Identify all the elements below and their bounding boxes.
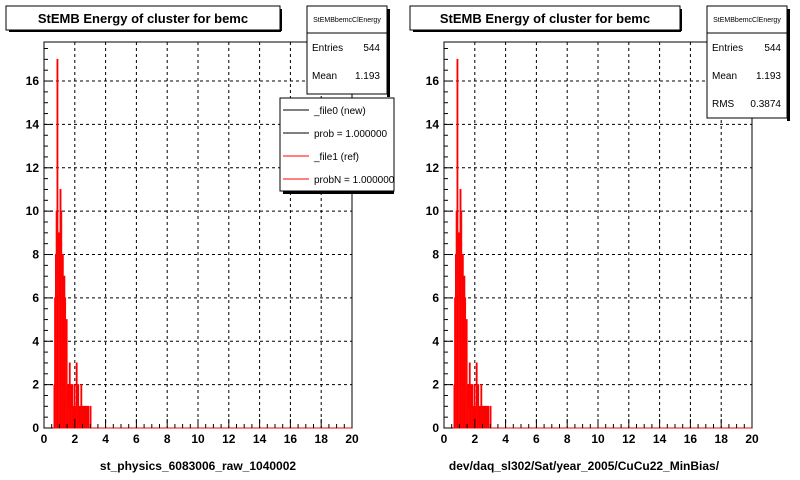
left-stats-name: StEMBbemcClEnergy (313, 17, 381, 24)
right-x-axis-label: dev/daq_sl302/Sat/year_2005/CuCu22_MinBi… (449, 459, 720, 473)
legend: _file0 (new) prob = 1.000000 _file1 (ref… (279, 97, 395, 194)
left-stats-mean-value: 1.193 (355, 71, 380, 82)
left-y-tick-label: 16 (26, 74, 40, 88)
right-x-tick-label: 8 (564, 432, 571, 446)
right-stats-rms-value: 0.3874 (750, 99, 781, 110)
legend-entry-new: _file0 (new) (283, 106, 366, 117)
right-y-tick-label: 0 (432, 421, 439, 435)
right-x-tick-label: 6 (533, 432, 540, 446)
left-y-tick-label: 4 (32, 334, 39, 348)
left-x-axis-label: st_physics_6083006_raw_1040002 (100, 459, 296, 473)
right-y-tick-label: 10 (426, 204, 440, 218)
right-stats-mean-label: Mean (712, 71, 737, 82)
right-x-tick-label: 0 (441, 432, 448, 446)
left-y-tick-label: 10 (26, 204, 40, 218)
right-x-tick-label: 18 (715, 432, 729, 446)
right-chart-pad: 0 2 4 6 8 10 12 14 16 18 20 0 2 4 6 8 10 12 14 16 dev/daq_… (409, 5, 790, 473)
right-stats-box: StEMBbemcClEnergy Entries 544 Mean 1.193… (706, 5, 790, 121)
left-y-axis: 0 2 4 6 8 10 12 14 16 (26, 48, 53, 435)
left-x-tick-label: 2 (71, 432, 78, 446)
left-y-tick-label: 8 (32, 248, 39, 262)
left-x-tick-label: 6 (133, 432, 140, 446)
left-y-tick-label: 0 (32, 421, 39, 435)
legend-label-new: _file0 (new) (313, 106, 366, 117)
left-chart-title: StEMB Energy of cluster for bemc (38, 11, 248, 26)
right-stats-rms-label: RMS (712, 99, 735, 110)
left-y-tick-label: 14 (26, 117, 40, 131)
legend-label-prob: prob = 1.000000 (314, 129, 388, 140)
right-y-tick-label: 8 (432, 248, 439, 262)
left-y-tick-label: 2 (32, 378, 39, 392)
right-grid (444, 42, 752, 428)
left-x-tick-label: 10 (191, 432, 205, 446)
legend-entry-ref: _file1 (ref) (283, 152, 359, 163)
right-title-box: StEMB Energy of cluster for bemc (409, 5, 682, 32)
right-histogram (444, 58, 752, 429)
left-x-tick-label: 12 (222, 432, 236, 446)
left-stats-entries-value: 544 (363, 43, 380, 54)
left-histogram (44, 58, 352, 429)
right-x-tick-label: 4 (502, 432, 509, 446)
right-x-tick-label: 16 (684, 432, 698, 446)
right-y-tick-label: 12 (426, 161, 440, 175)
right-y-tick-label: 4 (432, 334, 439, 348)
right-stats-mean-value: 1.193 (756, 71, 781, 82)
left-grid (44, 42, 352, 428)
right-y-tick-label: 14 (426, 117, 440, 131)
legend-entry-prob: prob = 1.000000 (283, 129, 388, 140)
right-x-tick-label: 2 (471, 432, 478, 446)
right-y-axis: 0 2 4 6 8 10 12 14 16 (426, 48, 453, 435)
right-x-tick-label: 12 (622, 432, 636, 446)
right-y-tick-label: 16 (426, 74, 440, 88)
right-y-tick-label: 2 (432, 378, 439, 392)
right-stats-name: StEMBbemcClEnergy (713, 17, 781, 24)
left-x-tick-label: 0 (41, 432, 48, 446)
left-y-tick-label: 6 (32, 291, 39, 305)
left-x-tick-label: 4 (102, 432, 109, 446)
left-x-axis: 0 2 4 6 8 10 12 14 16 18 20 (41, 419, 359, 446)
left-x-tick-label: 8 (164, 432, 171, 446)
right-stats-entries-value: 544 (764, 43, 781, 54)
left-x-tick-label: 16 (284, 432, 298, 446)
left-x-tick-label: 20 (345, 432, 359, 446)
left-chart-pad: 0 2 4 6 8 10 12 14 16 18 20 0 2 4 6 8 10 12 14 16 st_physi… (5, 5, 395, 473)
right-y-tick-label: 6 (432, 291, 439, 305)
right-x-tick-label: 10 (591, 432, 605, 446)
left-title-box: StEMB Energy of cluster for bemc (5, 5, 282, 32)
left-x-tick-label: 14 (253, 432, 267, 446)
legend-box (279, 97, 395, 192)
right-x-tick-label: 14 (653, 432, 667, 446)
legend-label-probn: probN = 1.000000 (314, 175, 395, 186)
left-stats-box: StEMBbemcClEnergy Entries 544 Mean 1.193 (306, 5, 390, 97)
left-stats-mean-label: Mean (312, 71, 337, 82)
left-stats-entries-label: Entries (312, 43, 343, 54)
legend-entry-probn: probN = 1.000000 (283, 175, 395, 186)
right-stats-entries-label: Entries (712, 43, 743, 54)
right-x-axis: 0 2 4 6 8 10 12 14 16 18 20 (441, 419, 759, 446)
left-y-tick-label: 12 (26, 161, 40, 175)
left-x-tick-label: 18 (315, 432, 329, 446)
right-x-tick-label: 20 (745, 432, 759, 446)
legend-label-ref: _file1 (ref) (313, 152, 359, 163)
right-chart-title: StEMB Energy of cluster for bemc (440, 11, 650, 26)
